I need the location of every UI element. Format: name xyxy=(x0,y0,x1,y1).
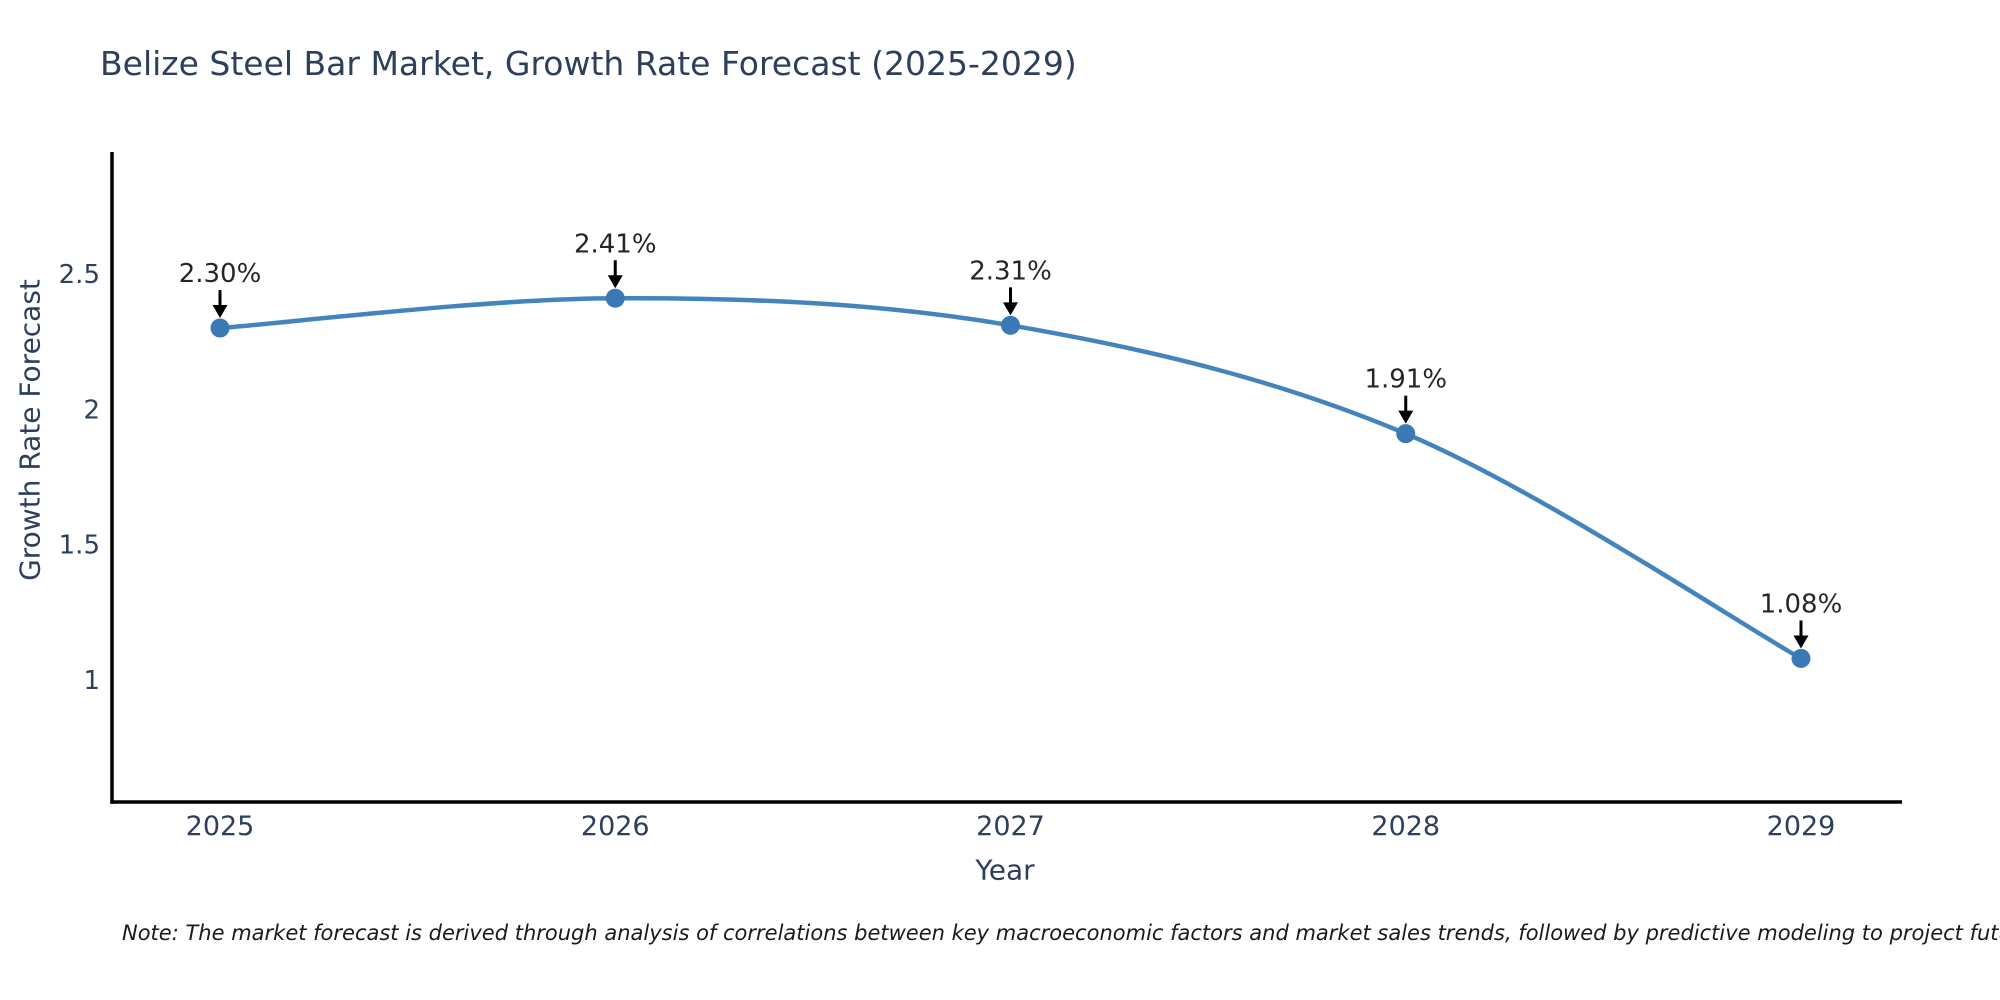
y-axis-title: Growth Rate Forecast xyxy=(13,279,47,581)
data-point-marker xyxy=(210,318,230,338)
data-point-marker xyxy=(1396,424,1416,444)
y-tick-label: 1.5 xyxy=(59,531,100,561)
y-tick-label: 2.5 xyxy=(59,260,100,290)
y-tick-label: 2 xyxy=(83,395,100,425)
footnote: Note: The market forecast is derived thr… xyxy=(122,921,2000,945)
data-point-label: 2.30% xyxy=(179,259,262,289)
data-point-label: 2.41% xyxy=(574,229,657,259)
data-point-label: 2.31% xyxy=(969,256,1052,286)
data-point-marker xyxy=(605,288,625,308)
annotation-arrow-head xyxy=(1398,410,1414,424)
x-axis-title: Year xyxy=(975,853,1035,887)
annotation-arrow-head xyxy=(1003,302,1018,316)
data-point-marker xyxy=(1001,315,1020,335)
data-point-marker xyxy=(1791,648,1811,668)
annotation-arrow-head xyxy=(607,275,623,289)
data-point-label: 1.08% xyxy=(1760,589,1843,619)
x-tick-label: 2029 xyxy=(1767,811,1836,842)
forecast-line xyxy=(219,296,1803,661)
annotation-arrow-head xyxy=(1793,635,1809,649)
chart-title: Belize Steel Bar Market, Growth Rate For… xyxy=(100,44,1077,83)
data-point-label: 1.91% xyxy=(1364,365,1447,395)
x-tick-label: 2025 xyxy=(186,811,255,842)
x-tick-label: 2026 xyxy=(581,811,650,842)
x-tick-label: 2027 xyxy=(976,811,1045,842)
x-tick-label: 2028 xyxy=(1371,811,1440,842)
y-tick-label: 1 xyxy=(83,666,100,696)
annotation-arrow-head xyxy=(212,305,228,319)
